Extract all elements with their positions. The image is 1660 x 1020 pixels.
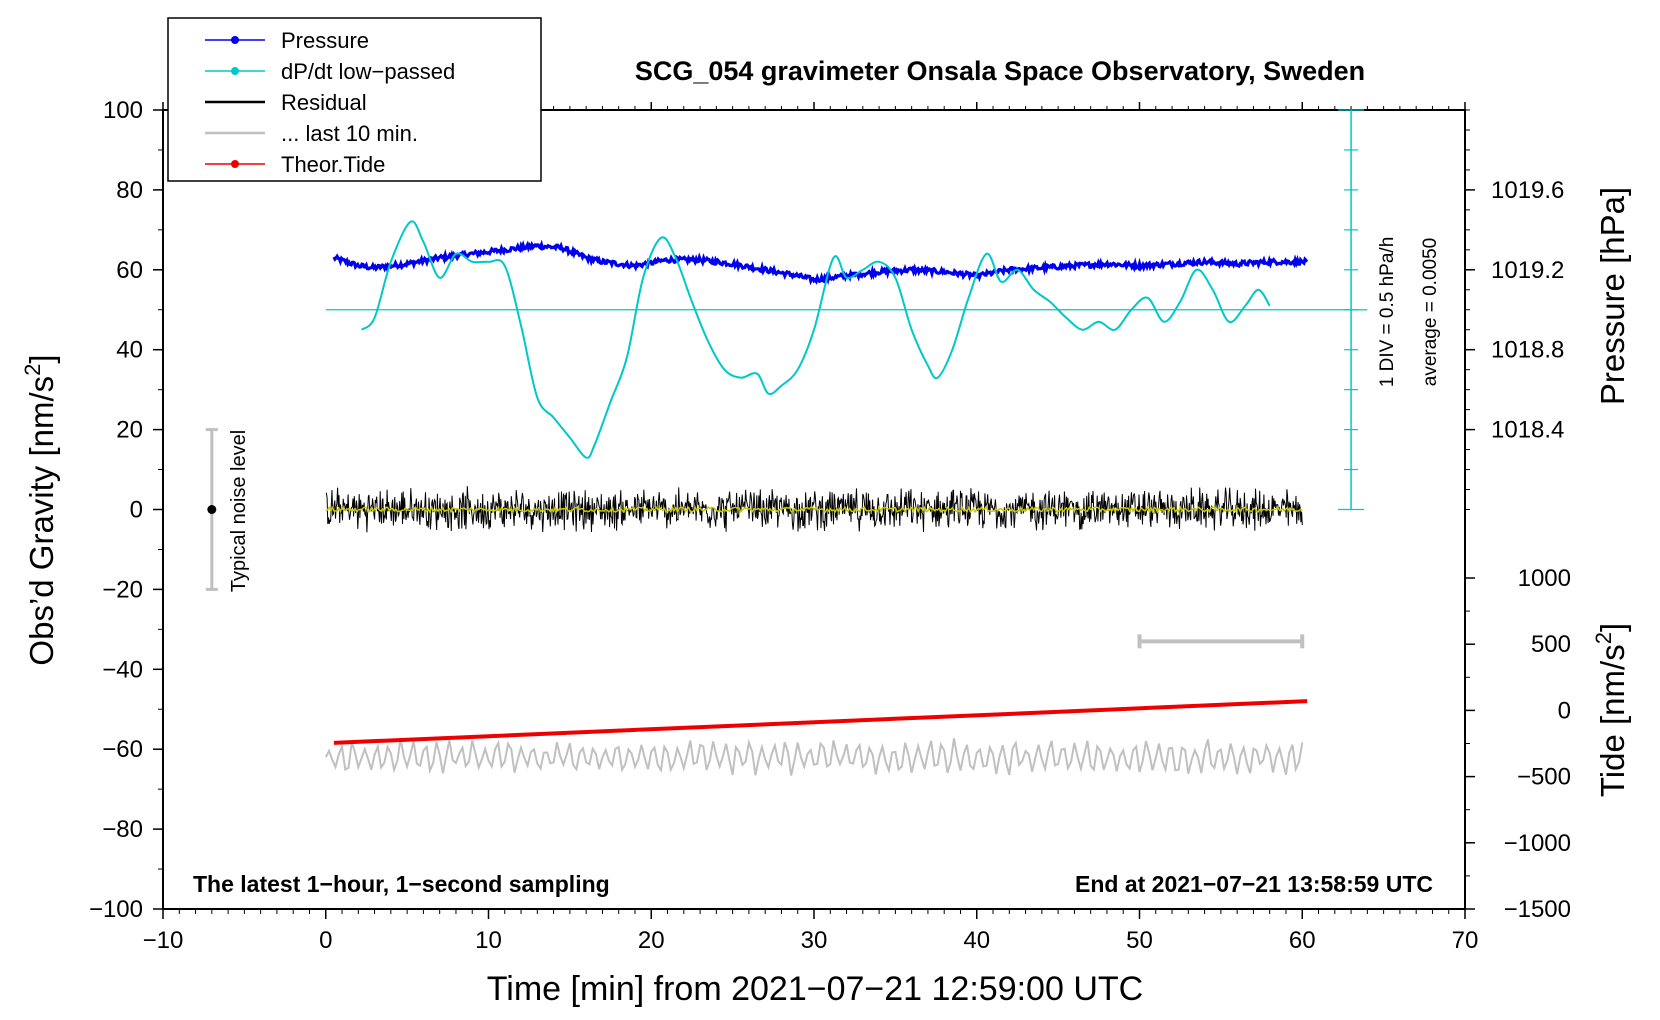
y-axis-tide: 1000 500 0 −500 −1000 −1500 (1465, 565, 1571, 923)
y-axis-label-tide-text: Tide [nm/s (1594, 644, 1631, 797)
dpdt-scale-axis (325, 109, 1368, 511)
pressure-tick-label: 1018.8 (1491, 337, 1564, 364)
legend-marker (231, 160, 239, 168)
y-tick-label: 40 (116, 337, 143, 364)
series-last10-line (324, 738, 1304, 776)
y-tick-label: −80 (102, 816, 143, 843)
y-axis-label-tide-end: ] (1594, 623, 1631, 632)
x-tick-label: −10 (143, 927, 184, 954)
legend-label: Residual (281, 90, 367, 115)
y-axis-label-gravity-text: Obs’d Gravity [nm/s (23, 376, 60, 666)
chart-title: SCG_054 gravimeter Onsala Space Observat… (635, 56, 1365, 86)
series-pressure-line (332, 239, 1309, 286)
y-tick-label: 100 (103, 97, 143, 124)
y-axis-label-gravity-end: ] (23, 354, 60, 363)
y-axis-label-pressure: Pressure [hPa] (1594, 187, 1631, 405)
pressure-tick-label: 1019.6 (1491, 177, 1564, 204)
noise-level-bar (205, 428, 218, 591)
legend-marker (231, 67, 239, 75)
y-tick-label: 60 (116, 257, 143, 284)
legend-label: ... last 10 min. (281, 121, 418, 146)
y-tick-label: 20 (116, 417, 143, 444)
y-axis-label-tide: Tide [nm/s2] (1591, 623, 1631, 797)
tide-tick-label: 1000 (1518, 565, 1571, 592)
x-axis-label: Time [min] from 2021−07−21 12:59:00 UTC (487, 970, 1143, 1008)
x-tick-label: 50 (1126, 927, 1153, 954)
y-axis-label-gravity-sup: 2 (20, 364, 45, 376)
legend-label: Pressure (281, 28, 369, 53)
y-tick-label: −60 (102, 736, 143, 763)
x-tick-label: 40 (963, 927, 990, 954)
footer-left-label: The latest 1−hour, 1−second sampling (193, 871, 610, 897)
footer-right-label: End at 2021−07−21 13:58:59 UTC (1075, 871, 1433, 897)
y-tick-label: −40 (102, 656, 143, 683)
legend: Pressure dP/dt low−passed Residual ... last… (167, 17, 542, 182)
y-axis-label-gravity: Obs’d Gravity [nm/s2] (20, 354, 60, 665)
last-10-min-bar (1137, 634, 1305, 649)
series-residual-line (325, 486, 1303, 533)
dpdt-scale-label: 1 DIV = 0.5 hPa/h (1377, 237, 1398, 388)
y-axis-pressure: 1019.6 1019.2 1018.8 1018.4 (1465, 109, 1564, 510)
legend-label: dP/dt low−passed (281, 59, 455, 84)
x-axis: −10 0 10 20 30 40 50 60 70 (143, 102, 1479, 954)
y-axis-gravity: 100 80 60 40 20 0 −20 −40 −60 −80 −100 (89, 97, 163, 923)
tide-tick-label: −1000 (1504, 830, 1571, 857)
series-layer (324, 220, 1309, 776)
noise-level-label: Typical noise level (228, 430, 250, 592)
noise-bar-center-dot (207, 505, 217, 514)
y-tick-label: 0 (130, 497, 143, 524)
legend-marker (231, 36, 239, 44)
y-tick-label: 80 (116, 177, 143, 204)
x-tick-label: 30 (801, 927, 828, 954)
x-tick-label: 20 (638, 927, 665, 954)
x-tick-label: 70 (1452, 927, 1479, 954)
tide-tick-label: 500 (1531, 631, 1571, 658)
y-tick-label: −100 (89, 896, 143, 923)
legend-box (167, 17, 542, 182)
tide-tick-label: 0 (1558, 697, 1571, 724)
y-tick-label: −20 (102, 576, 143, 603)
x-tick-label: 60 (1289, 927, 1316, 954)
pressure-tick-label: 1018.4 (1491, 417, 1564, 444)
series-dpdt-line (360, 220, 1271, 459)
pressure-tick-label: 1019.2 (1491, 257, 1564, 284)
dpdt-average-label: average = 0.0050 (1420, 238, 1441, 386)
y-axis-label-tide-sup: 2 (1591, 632, 1616, 644)
x-tick-label: 10 (475, 927, 502, 954)
series-tide-line (333, 699, 1308, 745)
legend-label: Theor.Tide (281, 152, 385, 177)
series-residual-lowpass-line (325, 505, 1303, 514)
tide-tick-label: −500 (1517, 764, 1571, 791)
x-tick-label: 0 (319, 927, 332, 954)
tide-tick-label: −1500 (1504, 896, 1571, 923)
